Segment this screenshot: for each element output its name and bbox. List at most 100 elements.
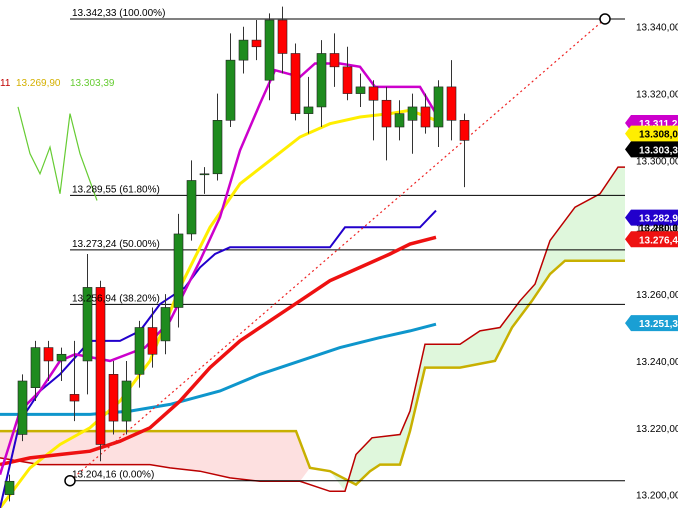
candle-30 xyxy=(394,100,405,141)
candle-body-8 xyxy=(108,374,119,422)
candle-14 xyxy=(186,160,197,241)
candles xyxy=(4,6,470,502)
candle-9 xyxy=(121,360,132,435)
candle-11 xyxy=(147,307,158,368)
price-tag-1: 13.308,0 xyxy=(625,125,678,142)
candle-body-22 xyxy=(290,53,301,114)
candle-body-15 xyxy=(199,173,210,176)
candle-body-11 xyxy=(147,327,158,355)
fib-label-4: 13.204,16 (0.00%) xyxy=(72,470,154,481)
candle-34 xyxy=(446,60,457,141)
price-tag-bg-2 xyxy=(625,141,678,158)
candle-body-7 xyxy=(95,287,106,445)
candle-20 xyxy=(264,13,275,101)
fib-label-0: 13.342,33 (100.00%) xyxy=(72,8,165,19)
yellow-moving-average-line xyxy=(0,108,437,508)
candle-body-18 xyxy=(238,39,249,61)
senkou-span-b-line xyxy=(0,166,625,493)
price-tag-bg-1 xyxy=(625,125,678,142)
price-axis: 13.340,0013.320,0013.300,0013.280,0013.2… xyxy=(636,23,678,502)
candle-body-10 xyxy=(134,327,145,375)
candle-1 xyxy=(17,374,28,442)
chikou-span-line xyxy=(17,106,98,201)
candle-body-16 xyxy=(212,120,223,175)
price-tag-4: 13.280,0 xyxy=(639,223,678,234)
price-tag-bg-6 xyxy=(625,315,678,332)
candle-6 xyxy=(82,254,93,395)
candle-body-23 xyxy=(303,106,314,114)
candle-17 xyxy=(225,33,236,127)
candle-body-21 xyxy=(277,19,288,54)
fib-label-3: 13.256,94 (38.20%) xyxy=(72,293,160,304)
candle-28 xyxy=(368,80,379,141)
candle-body-19 xyxy=(251,39,262,48)
candle-25 xyxy=(329,33,340,87)
candle-13 xyxy=(173,213,184,328)
bearish-cloud-fill xyxy=(0,431,310,482)
price-tag-bg-5 xyxy=(625,231,678,248)
legend-entry-2: 13.303,39 xyxy=(70,78,115,89)
candle-31 xyxy=(407,93,418,154)
y-tick-label-3: 13.280,00 xyxy=(636,223,678,234)
candle-32 xyxy=(420,93,431,134)
price-tag-3: 13.282,9 xyxy=(625,209,678,226)
price-tag-bg-3 xyxy=(625,209,678,226)
candle-body-13 xyxy=(173,233,184,308)
price-tag-label-1: 13.308,0 xyxy=(639,130,678,141)
y-tick-label-4: 13.260,00 xyxy=(636,290,678,301)
candle-23 xyxy=(303,76,314,134)
y-tick-label-6: 13.220,00 xyxy=(636,424,678,435)
candle-24 xyxy=(316,40,327,127)
candle-7 xyxy=(95,280,106,462)
candle-16 xyxy=(212,93,223,181)
price-tag-label-2: 13.303,3 xyxy=(639,145,678,156)
price-tag-label-3: 13.282,9 xyxy=(639,214,678,225)
candle-body-31 xyxy=(407,106,418,121)
legend: 11 13.269,90 13.303,39 xyxy=(0,78,115,89)
candle-body-24 xyxy=(316,53,327,108)
candle-26 xyxy=(342,46,353,101)
candle-0 xyxy=(4,474,15,502)
candle-body-33 xyxy=(433,86,444,128)
price-tag-label-0: 13.311,2 xyxy=(639,119,678,130)
price-tag-6: 13.251,3 xyxy=(625,315,678,332)
candle-4 xyxy=(56,347,67,381)
candle-body-29 xyxy=(381,99,392,128)
candle-body-27 xyxy=(355,86,366,94)
ichimoku-cloud xyxy=(0,166,625,493)
candle-12 xyxy=(160,294,171,355)
candle-body-34 xyxy=(446,86,457,121)
candle-body-9 xyxy=(121,380,132,422)
fibonacci-levels xyxy=(70,18,625,482)
candle-19 xyxy=(251,20,262,61)
candle-body-20 xyxy=(264,19,275,81)
fibonacci-labels: 13.342,33 (100.00%) 13.289,55 (61.80%) 13.… xyxy=(72,8,165,481)
candle-body-2 xyxy=(30,347,41,388)
candle-body-28 xyxy=(368,86,379,101)
candle-18 xyxy=(238,26,249,74)
candle-15 xyxy=(199,167,210,194)
candle-body-12 xyxy=(160,307,171,342)
candle-body-6 xyxy=(82,287,93,362)
price-tags: 13.311,213.308,0 13.303,3 13.282,913.280,0… xyxy=(625,114,678,332)
candle-8 xyxy=(108,360,119,435)
candle-body-3 xyxy=(43,347,54,362)
candle-3 xyxy=(43,340,54,381)
senkou-span-a-line xyxy=(0,259,625,487)
y-tick-label-2: 13.300,00 xyxy=(636,156,678,167)
candle-27 xyxy=(355,73,366,107)
candle-body-0 xyxy=(4,480,15,495)
fib-anchor-end xyxy=(599,13,611,25)
bullish-cloud-fill xyxy=(330,167,625,492)
candle-body-1 xyxy=(17,380,28,435)
candle-body-5 xyxy=(69,394,80,402)
candle-5 xyxy=(69,340,80,422)
candle-33 xyxy=(433,80,444,148)
candle-body-14 xyxy=(186,180,197,235)
candle-body-26 xyxy=(342,66,353,94)
price-tag-label-5: 13.276,4 xyxy=(639,235,678,246)
y-tick-label-0: 13.340,00 xyxy=(636,23,678,34)
price-tag-2: 13.303,3 xyxy=(625,141,678,158)
fib-label-1: 13.289,55 (61.80%) xyxy=(72,184,160,195)
candle-35 xyxy=(459,113,470,188)
